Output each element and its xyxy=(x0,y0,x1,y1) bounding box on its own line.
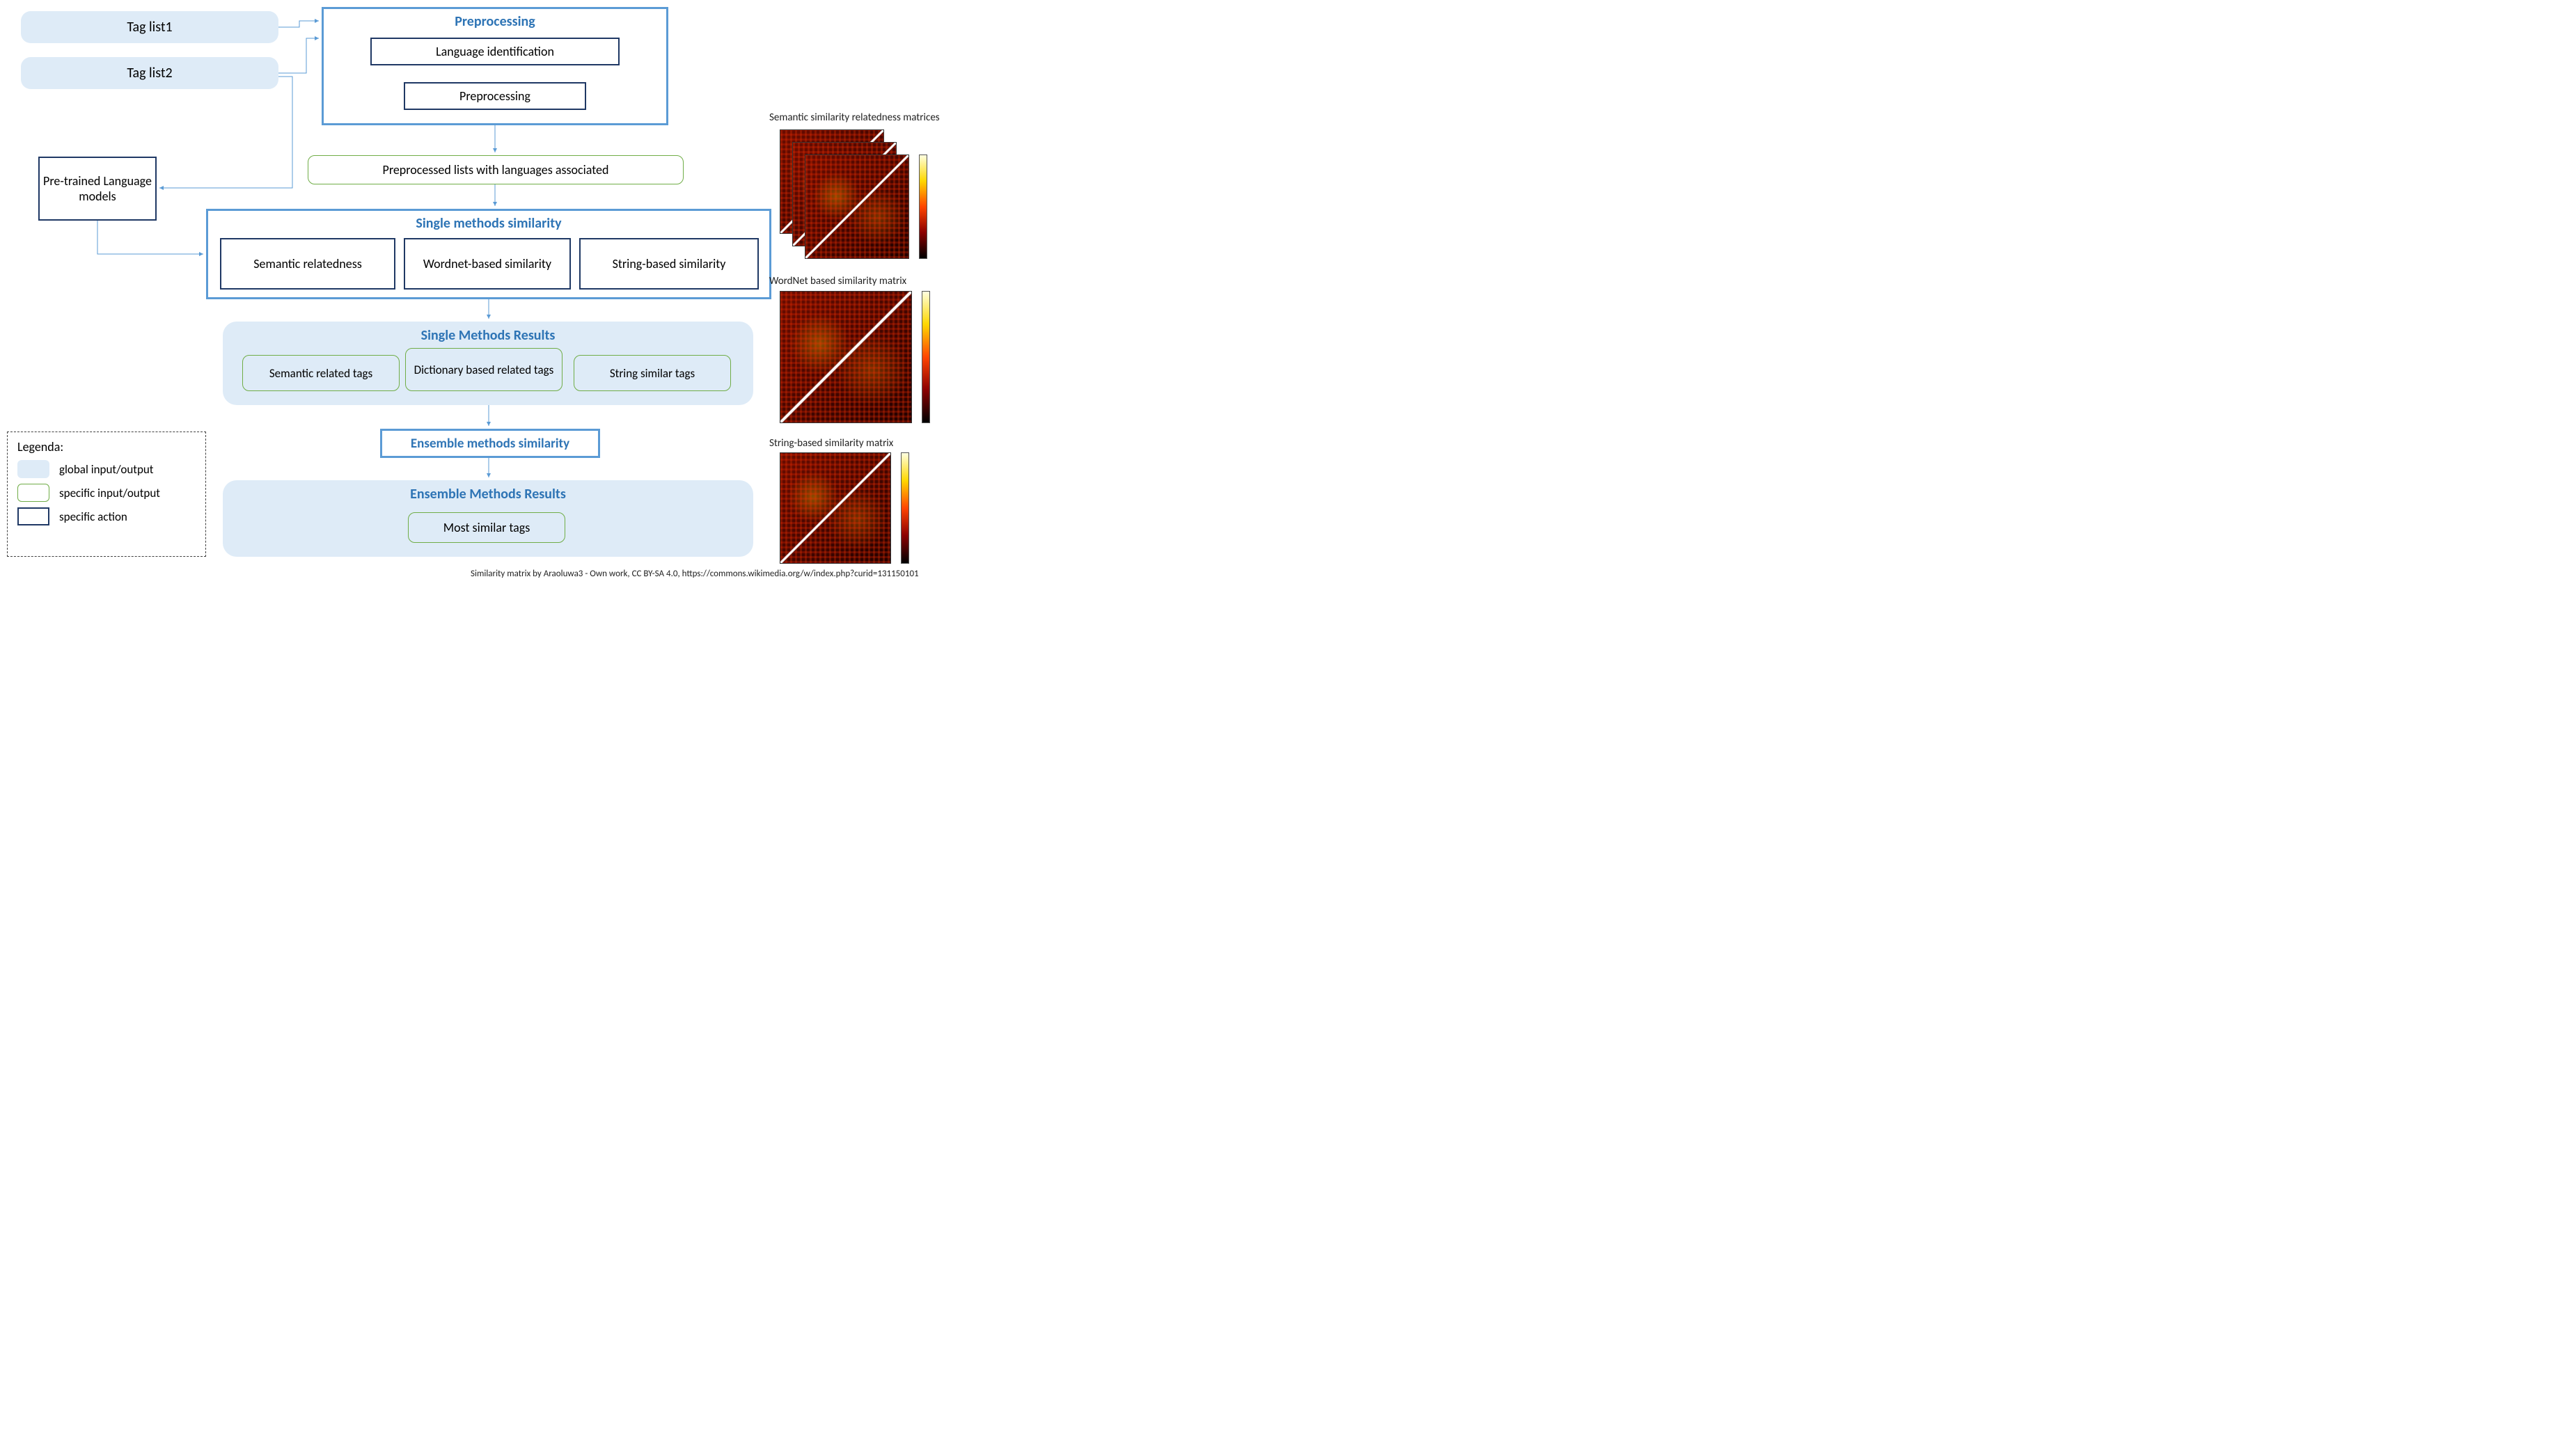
node-tag-list2: Tag list2 xyxy=(21,57,278,89)
node-wordnet-similarity: Wordnet-based similarity xyxy=(404,238,571,290)
legend-box: Legenda: global input/output specific in… xyxy=(7,432,206,557)
colorbar-semantic xyxy=(919,155,927,259)
node-semantic-relatedness: Semantic relatedness xyxy=(220,238,395,290)
node-string-tags: String similar tags xyxy=(574,355,731,391)
legend-label: specific action xyxy=(59,509,127,524)
legend-item-specific-action: specific action xyxy=(17,507,196,525)
heatmap-wordnet xyxy=(780,291,912,423)
title-preprocessing: Preprocessing xyxy=(324,9,666,30)
label: Tag list1 xyxy=(127,19,172,35)
colorbar-wordnet xyxy=(922,291,930,423)
legend-label: specific input/output xyxy=(59,486,160,500)
label: Pre-trained Language models xyxy=(40,173,155,204)
swatch-specific-io xyxy=(17,484,49,502)
node-preprocessed-lists: Preprocessed lists with languages associ… xyxy=(308,155,684,184)
label: Preprocessed lists with languages associ… xyxy=(383,162,609,177)
legend-item-specific-io: specific input/output xyxy=(17,484,196,502)
label: Semantic related tags xyxy=(269,366,372,381)
heatmap-string xyxy=(780,452,891,564)
node-most-similar-tags: Most similar tags xyxy=(408,512,565,543)
node-pretrained-models: Pre-trained Language models xyxy=(38,157,157,221)
label-semantic-matrix: Semantic similarity relatedness matrices xyxy=(769,111,940,124)
node-dictionary-tags: Dictionary based related tags xyxy=(405,348,562,391)
node-ensemble-similarity: Ensemble methods similarity xyxy=(380,429,600,458)
label: Language identification xyxy=(436,44,554,59)
heatmap-semantic-3 xyxy=(805,155,909,259)
legend-title: Legenda: xyxy=(17,439,196,454)
node-tag-list1: Tag list1 xyxy=(21,11,278,43)
node-semantic-tags: Semantic related tags xyxy=(242,355,400,391)
title-single-results: Single Methods Results xyxy=(223,322,753,344)
label: String similar tags xyxy=(610,366,695,381)
label: Wordnet-based similarity xyxy=(423,256,551,271)
label-string-matrix: String-based similarity matrix xyxy=(769,437,893,450)
label: Tag list2 xyxy=(127,65,172,81)
node-string-similarity: String-based similarity xyxy=(579,238,759,290)
node-preprocessing-step: Preprocessing xyxy=(404,82,586,110)
label: Ensemble methods similarity xyxy=(411,436,569,452)
label: Preprocessing xyxy=(459,88,530,104)
colorbar-string xyxy=(901,452,909,564)
label: Semantic relatedness xyxy=(253,256,362,271)
swatch-specific-action xyxy=(17,507,49,525)
node-language-identification: Language identification xyxy=(370,38,620,65)
legend-label: global input/output xyxy=(59,462,154,477)
label: Dictionary based related tags xyxy=(414,363,554,377)
label: String-based similarity xyxy=(613,256,726,271)
title-ensemble-results: Ensemble Methods Results xyxy=(223,480,753,503)
title-single-methods: Single methods similarity xyxy=(208,211,769,232)
swatch-global-io xyxy=(17,460,49,478)
label-wordnet-matrix: WordNet based similarity matrix xyxy=(769,275,906,287)
legend-item-global: global input/output xyxy=(17,460,196,478)
attribution-text: Similarity matrix by Araoluwa3 - Own wor… xyxy=(471,569,919,579)
label: Most similar tags xyxy=(443,520,530,535)
